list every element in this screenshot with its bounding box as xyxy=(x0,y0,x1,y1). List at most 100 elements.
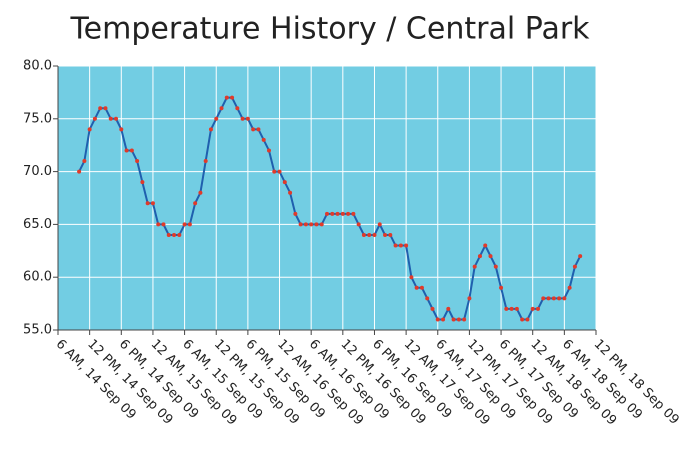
point xyxy=(124,148,129,153)
point xyxy=(361,232,366,237)
point xyxy=(493,264,498,269)
point xyxy=(388,232,393,237)
point xyxy=(219,106,224,111)
point xyxy=(129,148,134,153)
point xyxy=(451,317,456,322)
point xyxy=(166,232,171,237)
point xyxy=(472,264,477,269)
point xyxy=(187,222,192,227)
point xyxy=(377,222,382,227)
point xyxy=(467,296,472,301)
y-tick-label: 65.0 xyxy=(23,217,52,232)
point xyxy=(530,306,535,311)
point xyxy=(509,306,514,311)
point xyxy=(404,243,409,248)
point xyxy=(346,211,351,216)
point xyxy=(504,306,509,311)
point xyxy=(198,190,203,195)
point xyxy=(193,201,198,206)
point xyxy=(293,211,298,216)
point xyxy=(578,254,583,259)
point xyxy=(108,116,113,121)
point xyxy=(425,296,430,301)
point xyxy=(514,306,519,311)
point xyxy=(235,106,240,111)
point xyxy=(203,159,208,164)
point xyxy=(103,106,108,111)
point xyxy=(567,285,572,290)
point xyxy=(303,222,308,227)
point xyxy=(488,254,493,259)
point xyxy=(483,243,488,248)
point xyxy=(77,169,82,174)
point xyxy=(446,306,451,311)
point xyxy=(541,296,546,301)
point xyxy=(409,275,414,280)
point xyxy=(525,317,530,322)
point xyxy=(150,201,155,206)
point xyxy=(256,127,261,132)
point xyxy=(298,222,303,227)
point xyxy=(82,159,87,164)
point xyxy=(135,159,140,164)
point xyxy=(309,222,314,227)
point xyxy=(314,222,319,227)
point xyxy=(98,106,103,111)
point xyxy=(288,190,293,195)
point xyxy=(261,137,266,142)
plot-area xyxy=(58,66,596,330)
point xyxy=(441,317,446,322)
point xyxy=(398,243,403,248)
point xyxy=(240,116,245,121)
y-tick-label: 75.0 xyxy=(23,111,52,126)
point xyxy=(477,254,482,259)
point xyxy=(562,296,567,301)
point xyxy=(208,127,213,132)
point xyxy=(177,232,182,237)
point xyxy=(156,222,161,227)
point xyxy=(161,222,166,227)
point xyxy=(414,285,419,290)
point xyxy=(87,127,92,132)
point xyxy=(356,222,361,227)
point xyxy=(214,116,219,121)
point xyxy=(251,127,256,132)
point xyxy=(319,222,324,227)
point xyxy=(557,296,562,301)
point xyxy=(499,285,504,290)
y-tick-label: 55.0 xyxy=(23,323,52,338)
point xyxy=(520,317,525,322)
point xyxy=(367,232,372,237)
y-tick-label: 60.0 xyxy=(23,270,52,285)
point xyxy=(435,317,440,322)
point xyxy=(140,180,145,185)
point xyxy=(272,169,277,174)
point xyxy=(551,296,556,301)
point xyxy=(335,211,340,216)
point xyxy=(456,317,461,322)
point xyxy=(340,211,345,216)
point xyxy=(245,116,250,121)
point xyxy=(325,211,329,216)
point xyxy=(230,95,235,100)
point xyxy=(330,211,335,216)
point xyxy=(172,232,177,237)
point xyxy=(383,232,388,237)
point xyxy=(266,148,271,153)
y-tick-label: 80.0 xyxy=(23,59,52,74)
point xyxy=(546,296,551,301)
point xyxy=(224,95,229,100)
point xyxy=(430,306,435,311)
point xyxy=(351,211,356,216)
point xyxy=(535,306,540,311)
point xyxy=(114,116,119,121)
point xyxy=(419,285,424,290)
point xyxy=(393,243,398,248)
point xyxy=(572,264,577,269)
point xyxy=(145,201,150,206)
point xyxy=(119,127,124,132)
point xyxy=(92,116,97,121)
point xyxy=(282,180,287,185)
point xyxy=(372,232,377,237)
